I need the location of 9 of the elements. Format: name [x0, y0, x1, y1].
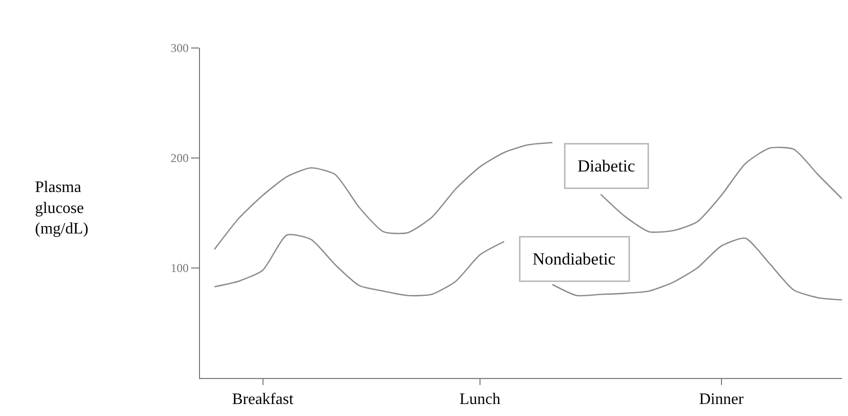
y-tick-label: 300	[170, 41, 189, 56]
x-tick-label: Lunch	[460, 391, 500, 408]
series-label: Nondiabetic	[532, 250, 616, 268]
y-tick-label: 100	[170, 261, 189, 276]
x-tick-label: Dinner	[699, 391, 744, 408]
series-label: Diabetic	[578, 156, 636, 176]
text: Plasma glucose (mg/dL)	[35, 179, 88, 238]
y-tick-label: 200	[170, 151, 189, 166]
x-tick-label: Breakfast	[232, 391, 294, 408]
